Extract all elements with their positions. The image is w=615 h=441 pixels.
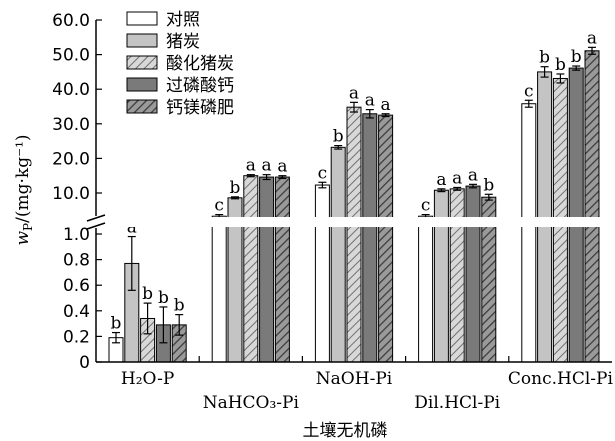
- bar: [378, 114, 394, 363]
- bar: [418, 215, 434, 363]
- error-bars-layer: [112, 46, 596, 344]
- legend-swatch: [126, 33, 158, 48]
- y-tick-label: 0.4: [63, 302, 90, 322]
- bar: [584, 50, 600, 363]
- legend-item: 过磷酸钙: [126, 76, 234, 96]
- legend-item: 猪炭: [126, 32, 200, 52]
- bar: [362, 113, 378, 363]
- legend-item: 对照: [126, 10, 200, 30]
- significance-label: c: [524, 81, 534, 101]
- significance-label: b: [174, 296, 185, 316]
- category-label: Dil.HCl-Pi: [414, 393, 500, 413]
- significance-label: a: [436, 170, 446, 190]
- significance-label: a: [452, 168, 462, 188]
- significance-label: c: [318, 163, 328, 183]
- y-tick-label: 20.0: [52, 149, 90, 169]
- significance-label: b: [142, 284, 153, 304]
- bar: [346, 106, 362, 363]
- legend-swatch: [126, 11, 158, 26]
- significance-label: b: [483, 175, 494, 195]
- legend-label: 猪炭: [166, 32, 200, 52]
- significance-label: a: [246, 156, 256, 176]
- y-tick-label: 30.0: [52, 115, 90, 135]
- significance-label: b: [158, 288, 169, 308]
- bar: [330, 146, 346, 363]
- significance-label: b: [333, 127, 344, 147]
- y-tick-label: 0.8: [63, 251, 90, 271]
- y-tick-label: 1.0: [63, 225, 90, 245]
- bar: [259, 176, 275, 363]
- y-tick-label: 60.0: [52, 11, 90, 31]
- bar: [521, 103, 537, 363]
- significance-label: b: [555, 55, 566, 75]
- significance-label: b: [111, 314, 122, 334]
- significance-label: a: [381, 95, 391, 115]
- bar: [433, 189, 449, 363]
- bar: [243, 175, 259, 363]
- category-labels-layer: H₂O-P NaHCO₃-Pi NaOH-Pi Dil.HCl-Pi Conc.HCl-…: [121, 369, 614, 413]
- y-tick-label: 0.6: [63, 276, 90, 296]
- significance-label: a: [587, 28, 597, 48]
- axis-break-mark: [86, 222, 106, 230]
- legend-swatch: [126, 99, 158, 114]
- y-tick-label: 40.0: [52, 80, 90, 100]
- category-label: H₂O-P: [121, 369, 174, 389]
- legend-label: 过磷酸钙: [166, 76, 234, 96]
- significance-label: a: [277, 157, 287, 177]
- significance-label: b: [571, 47, 582, 67]
- legend-label: 钙镁磷肥: [166, 98, 234, 118]
- x-axis-title: 土壤无机磷: [303, 420, 388, 441]
- significance-label: c: [214, 196, 224, 216]
- legend-swatch: [126, 77, 158, 92]
- legend-label: 对照: [166, 10, 200, 30]
- y-tick-label: 0: [79, 353, 90, 373]
- legend-item: 钙镁磷肥: [126, 98, 234, 118]
- bar: [314, 184, 330, 363]
- significance-label: c: [421, 196, 431, 216]
- axis-break-mark: [86, 214, 106, 222]
- bar: [568, 67, 584, 363]
- significance-label: a: [127, 218, 137, 238]
- significance-label: b: [230, 178, 241, 198]
- significance-label: a: [349, 83, 359, 103]
- significance-label: a: [365, 91, 375, 111]
- bar: [274, 176, 290, 363]
- bar: [449, 188, 465, 363]
- significance-label: b: [539, 48, 550, 68]
- significance-label: a: [262, 156, 272, 176]
- bar: [465, 185, 481, 363]
- legend-item: 酸化猪炭: [126, 54, 234, 74]
- y-tick-label: 10.0: [52, 184, 90, 204]
- legend-label: 酸化猪炭: [166, 54, 234, 74]
- y-tick-label: 0.2: [63, 327, 90, 347]
- bar: [211, 215, 227, 363]
- legend-swatch: [126, 55, 158, 70]
- axis-break-gap: [84, 217, 614, 227]
- axes-layer: [84, 19, 614, 363]
- y-tick-label: 50.0: [52, 46, 90, 66]
- category-label: Conc.HCl-Pi: [508, 369, 614, 389]
- bar: [537, 71, 553, 363]
- significance-label: a: [468, 165, 478, 185]
- category-label: NaHCO₃-Pi: [203, 393, 300, 413]
- y-axis-title: wP/(mg·kg⁻¹): [13, 134, 35, 245]
- category-label: NaOH-Pi: [316, 369, 393, 389]
- tick-labels-layer: 0 0.2 0.4 0.6 0.8 1.0 10.0 20.0 30.0 40.0 50.0 60.0: [52, 11, 90, 373]
